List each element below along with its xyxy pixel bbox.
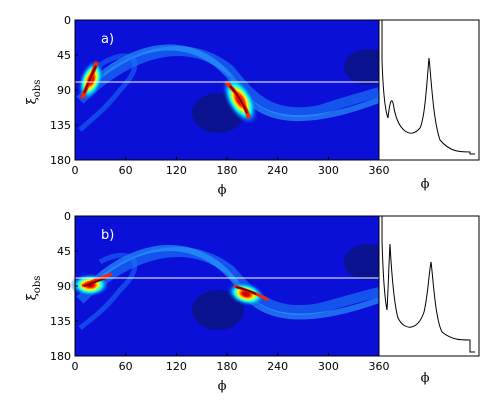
y-tick-label: 180: [50, 154, 71, 167]
x-tick-label: 60: [119, 360, 133, 373]
y-label-main: ξ: [25, 293, 40, 300]
x-tick-label: 300: [318, 164, 339, 177]
tick-labels: 0 60 120 180 240 300 360 0 45 90 135 180: [50, 14, 390, 177]
side-profile-frame: [378, 215, 480, 357]
side-profile-xlabel: ϕ: [421, 177, 430, 192]
side-profile-xlabel: ϕ: [421, 371, 430, 386]
x-tick-label: 180: [217, 164, 238, 177]
x-tick-label: 180: [217, 360, 238, 373]
y-tick-label: 0: [64, 210, 71, 223]
heatmap-band: [78, 53, 138, 132]
svg-text:ξobs: ξobs: [25, 80, 43, 105]
y-tick-label: 135: [50, 315, 71, 328]
panel-label: a): [101, 32, 114, 47]
y-tick-label: 0: [64, 14, 71, 27]
y-tick-label: 135: [50, 119, 71, 132]
y-label-sub: obs: [32, 276, 43, 294]
x-axis-label: ϕ: [218, 379, 227, 394]
x-tick-label: 0: [72, 360, 79, 373]
y-tick-label: 180: [50, 350, 71, 363]
dark-lobe: [192, 290, 244, 330]
side-profile-curve: [381, 216, 475, 353]
y-label-main: ξ: [25, 97, 40, 104]
x-tick-label: 0: [72, 164, 79, 177]
y-axis-label: ξobs: [25, 276, 43, 301]
x-tick-label: 360: [369, 360, 390, 373]
hot-ridge-core: [83, 277, 107, 287]
y-axis-label: ξobs: [25, 80, 43, 105]
x-tick-label: 120: [166, 360, 187, 373]
x-tick-label: 120: [166, 164, 187, 177]
y-label-sub: obs: [32, 80, 43, 98]
y-tick-label: 90: [57, 280, 71, 293]
x-tick-label: 360: [369, 164, 390, 177]
y-tick-label: 45: [57, 49, 71, 62]
heatmap-band: [78, 252, 138, 330]
side-profile-frame: [378, 19, 480, 161]
x-tick-label: 240: [267, 360, 288, 373]
svg-text:ξobs: ξobs: [25, 276, 43, 301]
side-profile-curve: [381, 20, 475, 155]
x-axis-label: ϕ: [218, 183, 227, 198]
tick-labels: 0 60 120 180 240 300 360 0 45 90 135 180: [50, 210, 390, 373]
x-tick-label: 240: [267, 164, 288, 177]
hot-ridge-core: [229, 85, 248, 114]
hot-ridge-core: [83, 65, 97, 94]
hot-ridge-core: [235, 286, 257, 295]
panel-label: b): [101, 228, 114, 243]
x-tick-label: 60: [119, 164, 133, 177]
y-tick-label: 45: [57, 245, 71, 258]
x-tick-label: 300: [318, 360, 339, 373]
y-tick-label: 90: [57, 84, 71, 97]
